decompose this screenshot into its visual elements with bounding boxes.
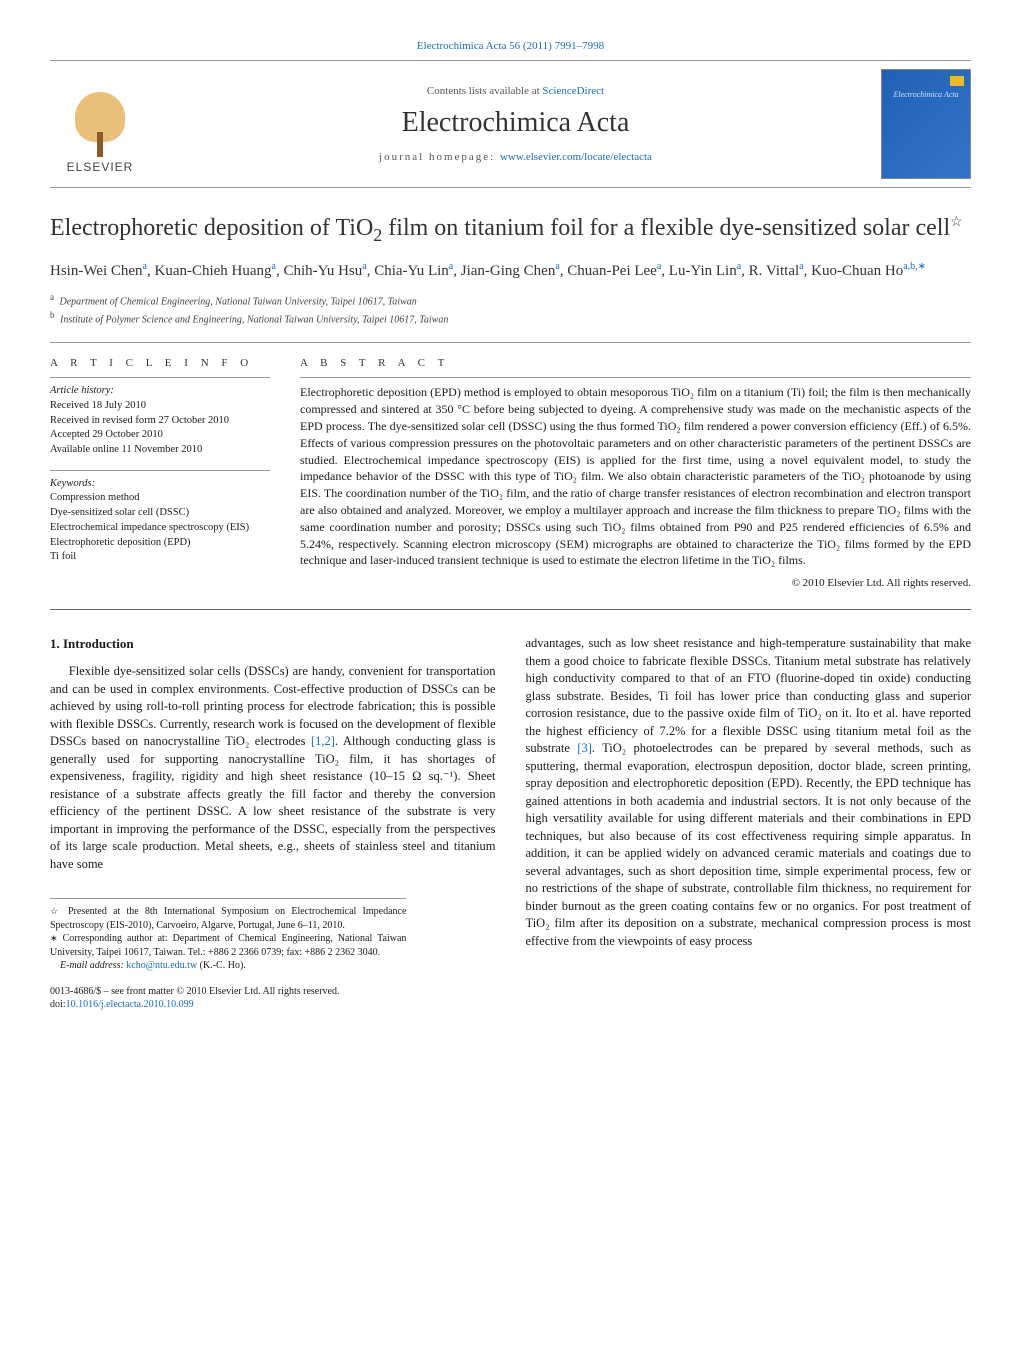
abstract-text: Electrophoretic deposition (EPD) method … bbox=[300, 384, 971, 569]
homepage-link[interactable]: www.elsevier.com/locate/electacta bbox=[500, 151, 652, 163]
abstract-copyright: © 2010 Elsevier Ltd. All rights reserved… bbox=[300, 577, 971, 589]
sciencedirect-link[interactable]: ScienceDirect bbox=[542, 85, 604, 97]
affiliation-b: b Institute of Polymer Science and Engin… bbox=[50, 309, 971, 327]
journal-header-box: ELSEVIER Contents lists available at Sci… bbox=[50, 60, 971, 188]
issn-line: 0013-4686/$ – see front matter © 2010 El… bbox=[50, 985, 496, 998]
revised-date: Received in revised form 27 October 2010 bbox=[50, 414, 270, 429]
email-suffix: (K.-C. Ho). bbox=[197, 960, 246, 971]
footnote-corresponding: ∗ Corresponding author at: Department of… bbox=[50, 932, 406, 959]
title-part1: Electrophoretic deposition of TiO bbox=[50, 215, 373, 241]
elsevier-tree-icon bbox=[70, 87, 130, 157]
contents-prefix: Contents lists available at bbox=[427, 85, 542, 97]
footnote-corr-text: Corresponding author at: Department of C… bbox=[50, 933, 406, 958]
history-label: Article history: bbox=[50, 384, 270, 399]
divider-thick bbox=[50, 609, 971, 610]
col2-text-b: . TiO₂ photoelectrodes can be prepared b… bbox=[526, 741, 972, 948]
affil-a-text: Department of Chemical Engineering, Nati… bbox=[60, 296, 417, 307]
article-info-header: A R T I C L E I N F O bbox=[50, 357, 270, 369]
journal-cover-thumbnail: Electrochimica Acta bbox=[881, 69, 971, 179]
intro-paragraph-right: advantages, such as low sheet resistance… bbox=[526, 635, 972, 950]
doi-link[interactable]: 10.1016/j.electacta.2010.10.099 bbox=[66, 999, 194, 1010]
affiliation-a: a Department of Chemical Engineering, Na… bbox=[50, 291, 971, 309]
footnote-email: E-mail address: kcho@ntu.edu.tw (K.-C. H… bbox=[50, 959, 406, 973]
article-info-column: A R T I C L E I N F O Article history: R… bbox=[50, 357, 270, 589]
online-date: Available online 11 November 2010 bbox=[50, 443, 270, 458]
keywords-label: Keywords: bbox=[50, 477, 270, 492]
title-section: Electrophoretic deposition of TiO2 film … bbox=[50, 213, 971, 327]
footnote-presented: ☆ Presented at the 8th International Sym… bbox=[50, 905, 406, 932]
journal-name: Electrochimica Acta bbox=[150, 107, 881, 139]
body-column-right: advantages, such as low sheet resistance… bbox=[526, 635, 972, 1011]
divider bbox=[300, 377, 971, 378]
keyword: Dye-sensitized solar cell (DSSC) bbox=[50, 506, 270, 521]
homepage-prefix: journal homepage: bbox=[379, 151, 500, 163]
keyword: Compression method bbox=[50, 491, 270, 506]
footnote-block: ☆ Presented at the 8th International Sym… bbox=[50, 898, 406, 973]
contents-line: Contents lists available at ScienceDirec… bbox=[150, 85, 881, 97]
intro-heading: 1. Introduction bbox=[50, 635, 496, 653]
col2-text-a: advantages, such as low sheet resistance… bbox=[526, 636, 972, 755]
footnote-star-text: Presented at the 8th International Sympo… bbox=[50, 906, 406, 931]
authors-line: Hsin-Wei Chena, Kuan-Chieh Huanga, Chih-… bbox=[50, 259, 971, 283]
homepage-line: journal homepage: www.elsevier.com/locat… bbox=[150, 151, 881, 163]
ref-link-3[interactable]: [3] bbox=[577, 741, 592, 755]
received-date: Received 18 July 2010 bbox=[50, 399, 270, 414]
abstract-header: A B S T R A C T bbox=[300, 357, 971, 369]
header-center: Contents lists available at ScienceDirec… bbox=[150, 85, 881, 163]
affiliations: a Department of Chemical Engineering, Na… bbox=[50, 291, 971, 328]
title-part2: film on titanium foil for a flexible dye… bbox=[382, 215, 950, 241]
doi-prefix: doi: bbox=[50, 999, 66, 1010]
doi-line: doi:10.1016/j.electacta.2010.10.099 bbox=[50, 998, 496, 1011]
info-abstract-row: A R T I C L E I N F O Article history: R… bbox=[50, 357, 971, 589]
keywords-block: Keywords: Compression method Dye-sensiti… bbox=[50, 477, 270, 565]
intro-paragraph-left: Flexible dye-sensitized solar cells (DSS… bbox=[50, 663, 496, 873]
affil-b-text: Institute of Polymer Science and Enginee… bbox=[60, 314, 448, 325]
keyword: Electrochemical impedance spectroscopy (… bbox=[50, 521, 270, 536]
keyword: Ti foil bbox=[50, 550, 270, 565]
email-link[interactable]: kcho@ntu.edu.tw bbox=[126, 960, 197, 971]
history-block: Article history: Received 18 July 2010 R… bbox=[50, 384, 270, 457]
cover-title-text: Electrochimica Acta bbox=[882, 90, 970, 99]
body-columns: 1. Introduction Flexible dye-sensitized … bbox=[50, 635, 971, 1011]
elsevier-logo: ELSEVIER bbox=[50, 74, 150, 174]
footer-issn-doi: 0013-4686/$ – see front matter © 2010 El… bbox=[50, 985, 496, 1011]
citation-header: Electrochimica Acta 56 (2011) 7991–7998 bbox=[50, 40, 971, 52]
body-column-left: 1. Introduction Flexible dye-sensitized … bbox=[50, 635, 496, 1011]
accepted-date: Accepted 29 October 2010 bbox=[50, 428, 270, 443]
email-label: E-mail address: bbox=[60, 960, 126, 971]
divider bbox=[50, 342, 971, 343]
abstract-column: A B S T R A C T Electrophoretic depositi… bbox=[300, 357, 971, 589]
divider bbox=[50, 377, 270, 378]
divider bbox=[50, 470, 270, 471]
title-footnote-star: ☆ bbox=[950, 215, 963, 230]
keyword: Electrophoretic deposition (EPD) bbox=[50, 536, 270, 551]
col1-text-b: . Although conducting glass is generally… bbox=[50, 734, 496, 871]
article-title: Electrophoretic deposition of TiO2 film … bbox=[50, 213, 971, 247]
elsevier-name: ELSEVIER bbox=[67, 160, 134, 174]
ref-link-12[interactable]: [1,2] bbox=[311, 734, 335, 748]
title-sub: 2 bbox=[373, 225, 382, 245]
